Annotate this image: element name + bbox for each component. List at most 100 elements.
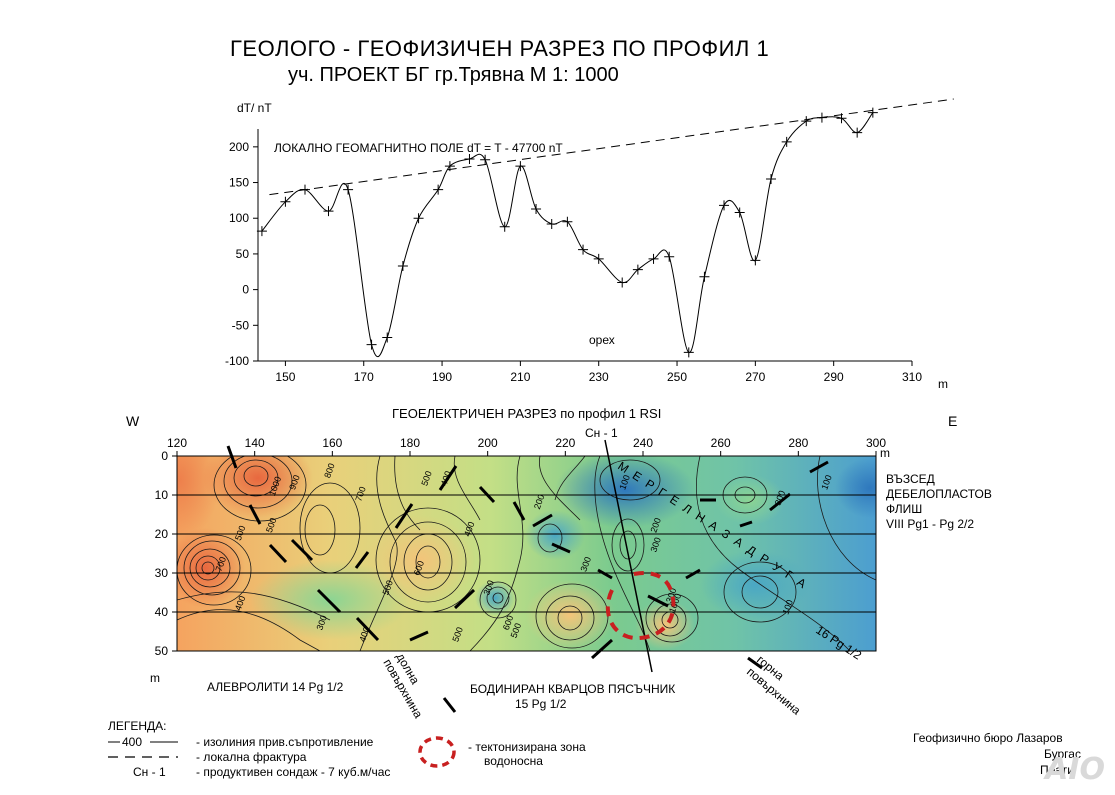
contour-label: 500 xyxy=(419,470,434,488)
legend-isoline-value: 400 xyxy=(122,735,142,749)
data-point xyxy=(256,226,267,237)
annotation-label: орех xyxy=(589,333,615,347)
section-x-tick-label: 260 xyxy=(711,436,731,450)
trend-line xyxy=(269,98,954,196)
well-line xyxy=(604,439,653,673)
geoelectric-section: ГЕОЕЛЕКТРИЧЕН РАЗРЕЗ по профил 1 RSI W E xyxy=(126,406,992,721)
legend-isoline-text: - изолиния прив.съпротивление xyxy=(196,735,374,749)
contour-label: 400 xyxy=(233,594,248,612)
formation-name-1: ВЪЗСЕД xyxy=(886,472,935,486)
legend-well-symbol: Сн - 1 xyxy=(133,765,166,779)
contour-label: 300 xyxy=(481,579,496,597)
contour-label: 500 xyxy=(450,626,465,644)
data-point xyxy=(366,339,377,350)
credit-extra: Прати xyxy=(1040,763,1074,777)
east-label: E xyxy=(948,413,957,429)
well-label: Сн - 1 xyxy=(585,426,618,440)
x-tick-label: 270 xyxy=(745,370,765,384)
data-point xyxy=(299,184,310,195)
y-tick-label: 150 xyxy=(229,176,249,190)
watermark-logo: AIO xyxy=(1045,752,1105,787)
data-point xyxy=(801,116,812,127)
x-tick-label: 290 xyxy=(824,370,844,384)
data-point xyxy=(546,218,557,229)
chart-subtitle: ЛОКАЛНО ГЕОМАГНИТНО ПОЛЕ dT = T - 47700 … xyxy=(274,141,563,155)
data-point xyxy=(397,261,408,272)
data-point xyxy=(699,271,710,282)
y-tick-label: 200 xyxy=(229,140,249,154)
section-y-tick-label: 0 xyxy=(161,449,168,463)
geomagnetic-chart: -100 -50 0 50 100 150 200 150 170 190 210 230 250 27… xyxy=(225,98,954,391)
y-axis-label: dT/ nT xyxy=(237,101,272,115)
section-y-tick-label: 30 xyxy=(155,566,169,580)
data-point xyxy=(852,127,863,138)
legend-zone-symbol xyxy=(418,736,456,768)
data-point xyxy=(578,244,589,255)
data-point xyxy=(867,107,878,118)
contour-label: 500 xyxy=(509,622,524,640)
legend-zone-text-2: водоносна xyxy=(484,754,543,768)
x-axis-unit: m xyxy=(938,377,948,391)
section-y-tick-label: 10 xyxy=(155,488,169,502)
section-y-tick-label: 40 xyxy=(155,605,169,619)
data-point xyxy=(464,153,475,164)
legend-zone-text: - тектонизирана зона xyxy=(468,740,586,754)
data-point xyxy=(617,277,628,288)
data-point xyxy=(664,251,675,262)
data-point xyxy=(781,136,792,147)
data-point xyxy=(280,196,291,207)
section-x-tick-label: 300 xyxy=(866,436,886,450)
section-x-tick-label: 280 xyxy=(788,436,808,450)
data-point xyxy=(323,206,334,217)
depth-gridlines xyxy=(177,494,876,613)
west-label: W xyxy=(126,413,140,429)
section-x-tick-label: 240 xyxy=(633,436,653,450)
formation-age: VIII Pg1 - Pg 2/2 xyxy=(886,517,974,531)
y-tick-label: -100 xyxy=(225,354,249,368)
section-x-tick-label: 140 xyxy=(245,436,265,450)
sandstone-age: 15 Pg 1/2 xyxy=(515,697,567,711)
depth-unit: m xyxy=(150,671,160,685)
distance-unit: m xyxy=(880,446,890,460)
credit-bureau: Геофизично бюро Лазаров xyxy=(913,731,1063,745)
contour-label: 100 xyxy=(780,598,795,616)
sandstone-label: БОДИНИРАН КВАРЦОВ ПЯСЪЧНИК xyxy=(470,682,675,696)
legend: ЛЕГЕНДА: 400 - изолиния прив.съпротивлен… xyxy=(108,719,586,779)
data-point xyxy=(562,216,573,227)
data-point xyxy=(531,203,542,214)
contour-label: 100 xyxy=(819,474,834,492)
x-tick-label: 190 xyxy=(432,370,452,384)
contour-label: 800 xyxy=(322,462,337,480)
x-tick-label: 230 xyxy=(589,370,609,384)
x-tick-label: 310 xyxy=(902,370,922,384)
contour-label: 300 xyxy=(648,536,663,554)
fracture-lines xyxy=(226,445,829,713)
chart-title-line-1: ГЕОЛОГО - ГЕОФИЗИЧЕН РАЗРЕЗ ПО ПРОФИЛ 1 xyxy=(230,36,770,61)
formation-name-3: ФЛИШ xyxy=(886,502,922,516)
data-point xyxy=(499,221,510,232)
formation-name-2: ДЕБЕЛОПЛАСТОВ xyxy=(886,487,992,501)
legend-fracture-text: - локална фрактура xyxy=(196,750,307,764)
legend-title: ЛЕГЕНДА: xyxy=(108,719,167,733)
data-point xyxy=(836,113,847,124)
x-tick-label: 150 xyxy=(275,370,295,384)
y-tick-label: -50 xyxy=(232,318,250,332)
contour-label: 300 xyxy=(579,555,594,573)
contour-label: 400 xyxy=(462,520,477,538)
legend-well-text: - продуктивен сондаж - 7 куб.м/час xyxy=(196,765,390,779)
contour-label: 300 xyxy=(773,489,788,507)
data-point xyxy=(719,200,730,211)
section-title: ГЕОЕЛЕКТРИЧЕН РАЗРЕЗ по профил 1 RSI xyxy=(392,406,661,421)
contour-label: 300 xyxy=(314,614,329,632)
data-point xyxy=(593,253,604,264)
data-point xyxy=(632,264,643,275)
contour-label: 200 xyxy=(648,516,663,534)
section-x-tick-label: 120 xyxy=(167,436,187,450)
section-x-tick-label: 200 xyxy=(478,436,498,450)
chart-title-line-2: уч. ПРОЕКТ БГ гр.Трявна М 1: 1000 xyxy=(288,64,619,86)
contour-label: 500 xyxy=(380,579,395,597)
contour-label: 200 xyxy=(532,493,547,511)
tectonized-zone xyxy=(605,571,676,641)
